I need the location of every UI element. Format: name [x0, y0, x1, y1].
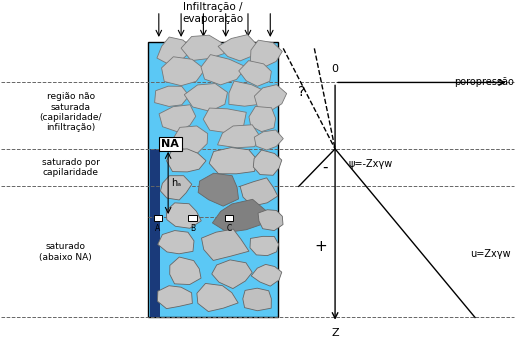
Polygon shape — [243, 288, 271, 311]
Text: saturado
(abaixo NA): saturado (abaixo NA) — [39, 242, 92, 262]
Polygon shape — [184, 83, 228, 111]
Text: ?: ? — [298, 85, 305, 99]
Text: região não
saturada
(capilaridade/
infiltração): região não saturada (capilaridade/ infil… — [40, 92, 102, 132]
Text: Infiltração /
evaporação: Infiltração / evaporação — [183, 2, 244, 24]
Polygon shape — [160, 176, 192, 200]
Polygon shape — [170, 257, 201, 285]
Polygon shape — [158, 231, 194, 254]
Text: Z: Z — [331, 328, 339, 338]
Polygon shape — [158, 286, 193, 308]
Polygon shape — [209, 147, 257, 174]
Text: u=Zxγw: u=Zxγw — [470, 249, 511, 259]
Polygon shape — [198, 173, 239, 206]
Polygon shape — [161, 57, 205, 86]
Text: C: C — [226, 224, 231, 234]
Polygon shape — [229, 81, 266, 106]
Polygon shape — [254, 130, 283, 150]
Text: +: + — [315, 239, 327, 254]
Polygon shape — [251, 40, 282, 67]
Bar — [188, 215, 197, 221]
Polygon shape — [157, 37, 193, 66]
Bar — [224, 215, 233, 221]
Polygon shape — [253, 150, 282, 175]
Polygon shape — [251, 264, 282, 286]
Polygon shape — [212, 260, 252, 289]
Polygon shape — [203, 108, 246, 133]
Text: A: A — [155, 224, 160, 234]
Polygon shape — [197, 284, 238, 312]
Polygon shape — [166, 203, 201, 228]
Text: hₐ: hₐ — [171, 178, 181, 188]
Polygon shape — [181, 35, 224, 61]
Polygon shape — [250, 236, 279, 255]
Polygon shape — [239, 61, 271, 86]
Bar — [150, 149, 160, 317]
Polygon shape — [167, 149, 206, 172]
Bar — [148, 42, 278, 317]
Polygon shape — [240, 178, 278, 206]
Polygon shape — [218, 35, 257, 61]
Text: saturado por
capilaridade: saturado por capilaridade — [42, 158, 100, 177]
Polygon shape — [159, 105, 196, 132]
Polygon shape — [249, 106, 276, 132]
Text: -: - — [322, 160, 327, 175]
Polygon shape — [173, 126, 208, 153]
Polygon shape — [155, 86, 189, 106]
Polygon shape — [254, 84, 287, 110]
Polygon shape — [218, 125, 259, 148]
Polygon shape — [201, 229, 249, 261]
Bar — [153, 215, 162, 221]
Text: 0: 0 — [331, 64, 339, 74]
Polygon shape — [212, 199, 266, 232]
Text: NA: NA — [161, 139, 179, 149]
Text: ψ=-Zxγw: ψ=-Zxγw — [348, 159, 393, 169]
Text: B: B — [190, 224, 195, 234]
Polygon shape — [258, 210, 283, 231]
Polygon shape — [201, 55, 246, 85]
Text: poropressão: poropressão — [454, 77, 514, 88]
